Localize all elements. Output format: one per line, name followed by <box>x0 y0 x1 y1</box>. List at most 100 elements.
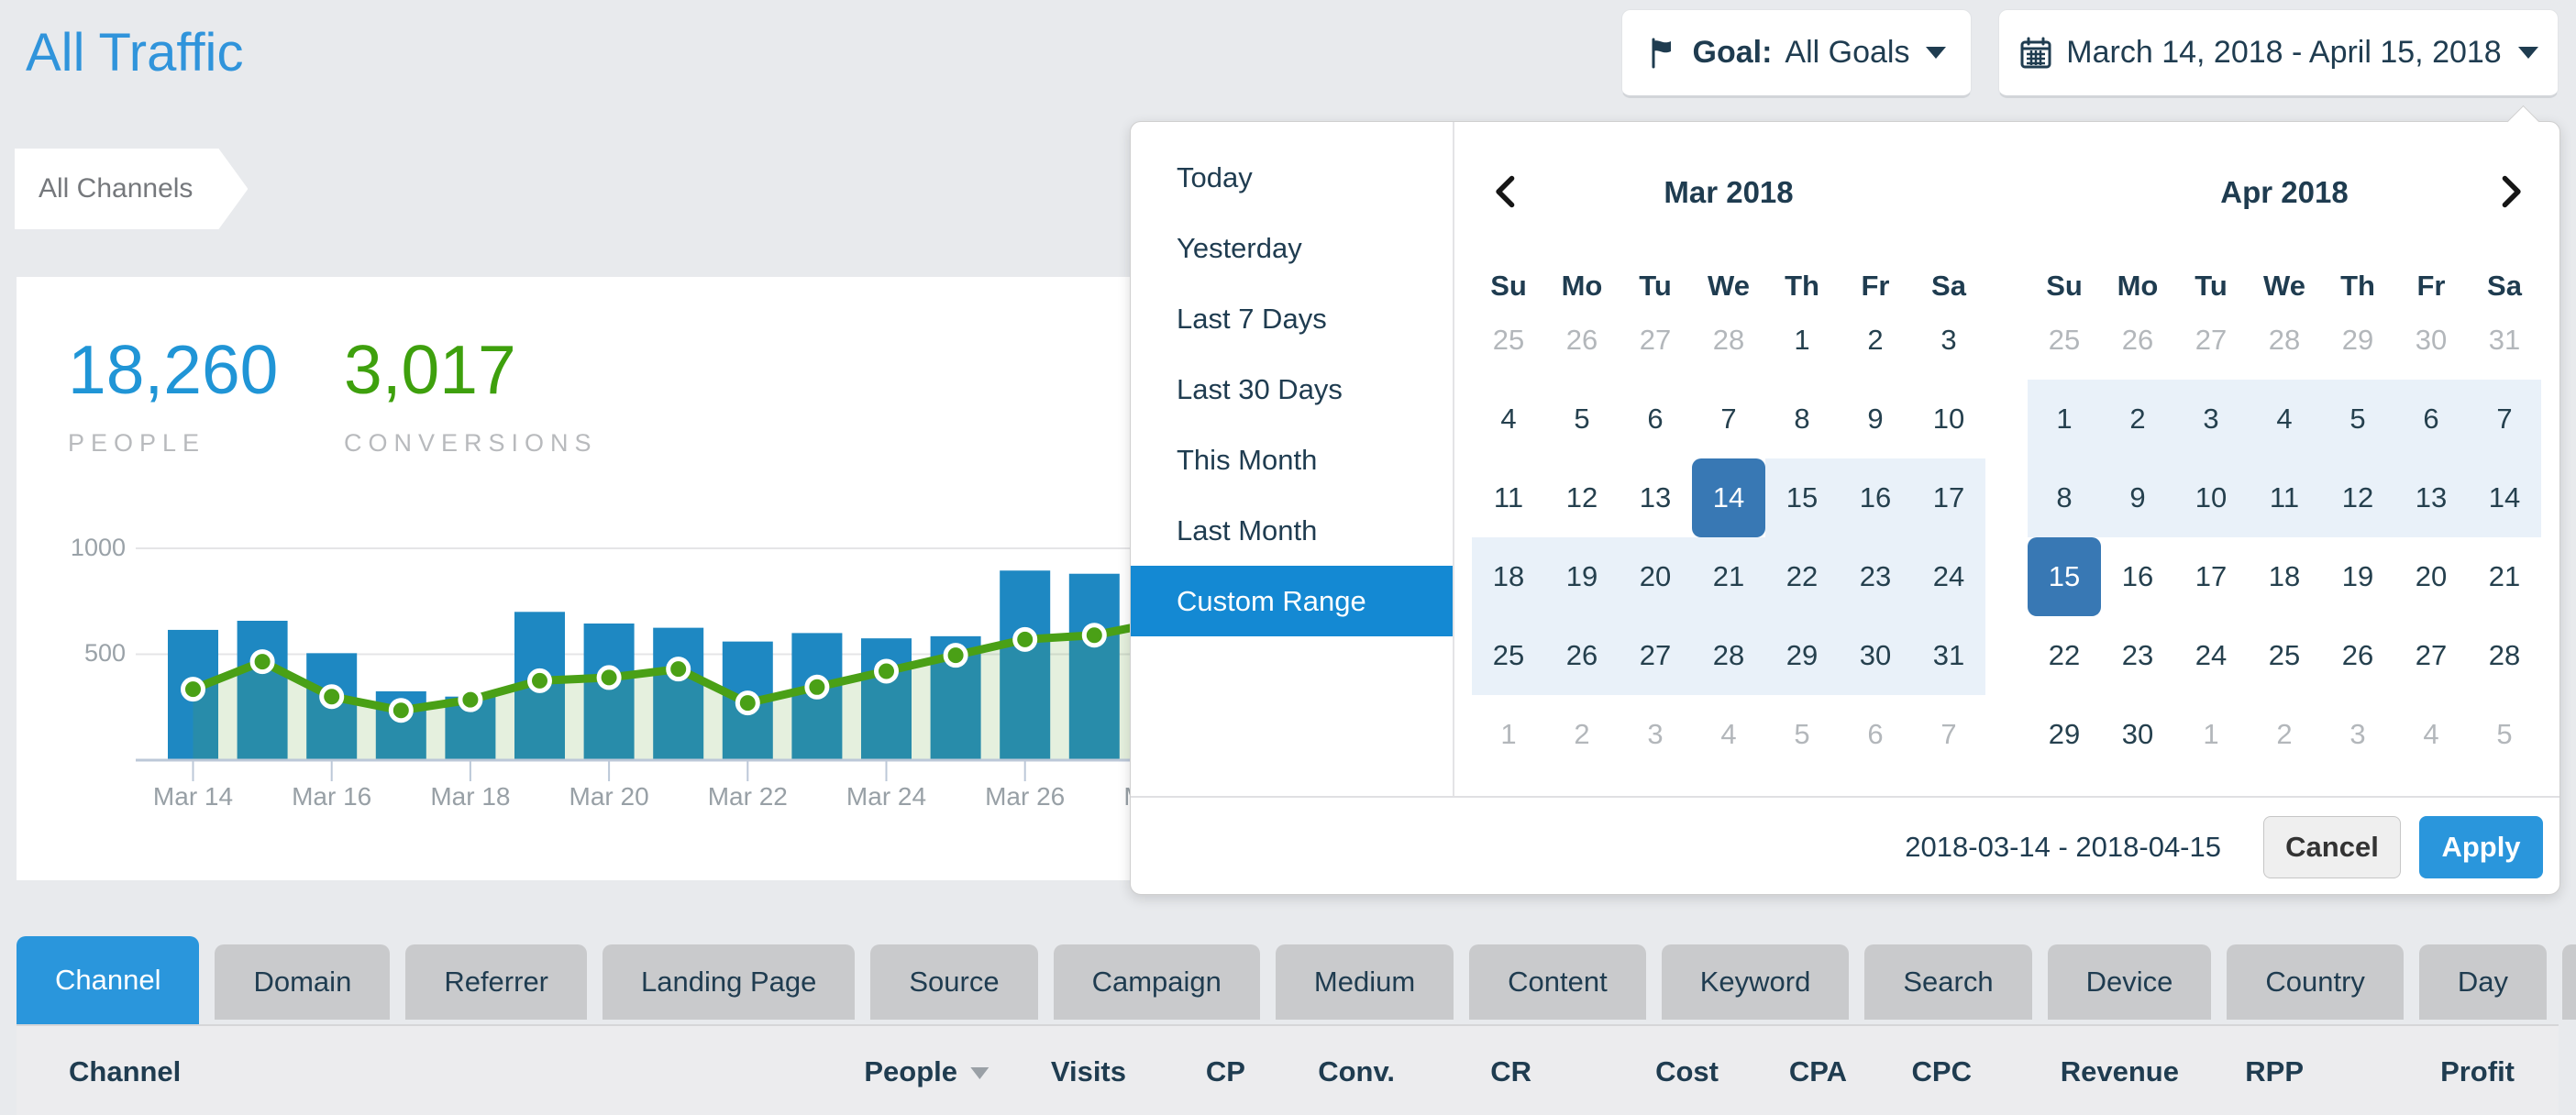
day-cell-selected[interactable]: 14 <box>1692 458 1765 537</box>
tab-content[interactable]: Content <box>1469 944 1646 1020</box>
day-cell[interactable]: 28 <box>2268 324 2301 356</box>
day-cell[interactable]: 28 <box>1712 324 1745 356</box>
day-cell[interactable]: 13 <box>1639 481 1672 513</box>
day-cell[interactable]: 24 <box>2195 639 2228 671</box>
day-cell[interactable]: 15 <box>1765 458 1839 537</box>
day-cell[interactable]: 16 <box>1839 458 1912 537</box>
column-header-cpa[interactable]: CPA <box>1788 1055 1847 1087</box>
tab-source[interactable]: Source <box>870 944 1038 1020</box>
day-cell[interactable]: 4 <box>2248 380 2321 458</box>
day-cell[interactable]: 8 <box>2028 458 2101 537</box>
day-cell[interactable]: 24 <box>1912 537 1985 616</box>
day-cell[interactable]: 3 <box>2174 380 2248 458</box>
day-cell[interactable]: 1 <box>2203 718 2219 750</box>
day-cell[interactable]: 12 <box>2321 458 2394 537</box>
day-cell[interactable]: 28 <box>2488 639 2521 671</box>
day-cell[interactable]: 7 <box>1720 403 1737 435</box>
day-cell[interactable]: 22 <box>1765 537 1839 616</box>
day-cell[interactable]: 27 <box>1619 616 1692 695</box>
day-cell[interactable]: 2 <box>2101 380 2174 458</box>
day-cell[interactable]: 10 <box>2174 458 2248 537</box>
day-cell[interactable]: 1 <box>1500 718 1517 750</box>
day-cell[interactable]: 2 <box>1867 324 1884 356</box>
tab-medium[interactable]: Medium <box>1275 944 1454 1020</box>
day-cell[interactable]: 26 <box>1545 616 1619 695</box>
goal-dropdown-button[interactable]: Goal: All Goals <box>1621 9 1972 98</box>
day-cell[interactable]: 4 <box>1500 403 1517 435</box>
tab-keyword[interactable]: Keyword <box>1661 944 1850 1020</box>
preset-last-7-days[interactable]: Last 7 Days <box>1177 303 1327 335</box>
day-cell[interactable]: 31 <box>2488 324 2521 356</box>
day-cell[interactable]: 25 <box>2048 324 2081 356</box>
column-header-cp[interactable]: CP <box>1205 1055 1245 1087</box>
day-cell[interactable]: 10 <box>1932 403 1965 435</box>
date-range-button[interactable]: March 14, 2018 - April 15, 2018 <box>1998 9 2559 98</box>
day-cell[interactable]: 21 <box>2488 560 2521 592</box>
day-cell[interactable]: 26 <box>1565 324 1598 356</box>
breadcrumb-all-channels[interactable]: All Channels <box>15 149 248 229</box>
day-cell[interactable]: 25 <box>1492 324 1525 356</box>
day-cell[interactable]: 20 <box>1619 537 1692 616</box>
day-cell[interactable]: 6 <box>1867 718 1884 750</box>
preset-last-month[interactable]: Last Month <box>1177 514 1318 546</box>
apply-button[interactable]: Apply <box>2419 816 2543 878</box>
day-cell[interactable]: 22 <box>2048 639 2081 671</box>
tab-hour[interactable]: Hour <box>2562 944 2576 1020</box>
day-cell[interactable]: 25 <box>1472 616 1545 695</box>
column-header-cpc[interactable]: CPC <box>1911 1055 1972 1087</box>
column-header-channel[interactable]: Channel <box>69 1055 182 1087</box>
day-cell[interactable]: 6 <box>2394 380 2468 458</box>
day-cell[interactable]: 13 <box>2394 458 2468 537</box>
day-cell[interactable]: 19 <box>1545 537 1619 616</box>
day-cell[interactable]: 2 <box>1574 718 1590 750</box>
day-cell[interactable]: 23 <box>1839 537 1912 616</box>
day-cell[interactable]: 2 <box>2276 718 2293 750</box>
day-cell[interactable]: 30 <box>1839 616 1912 695</box>
day-cell[interactable]: 19 <box>2341 560 2374 592</box>
tab-search[interactable]: Search <box>1864 944 2032 1020</box>
tab-referrer[interactable]: Referrer <box>405 944 588 1020</box>
column-header-people[interactable]: People <box>864 1052 989 1092</box>
day-cell[interactable]: 18 <box>2268 560 2301 592</box>
day-cell[interactable]: 26 <box>2121 324 2154 356</box>
tab-country[interactable]: Country <box>2227 944 2404 1020</box>
day-cell[interactable]: 5 <box>1574 403 1590 435</box>
day-cell[interactable]: 3 <box>1647 718 1664 750</box>
day-cell[interactable]: 5 <box>2321 380 2394 458</box>
day-cell[interactable]: 4 <box>2423 718 2439 750</box>
tab-landing-page[interactable]: Landing Page <box>603 944 856 1020</box>
day-cell[interactable]: 4 <box>1720 718 1737 750</box>
day-cell[interactable]: 5 <box>2496 718 2513 750</box>
day-cell[interactable]: 5 <box>1794 718 1810 750</box>
day-cell[interactable]: 11 <box>2248 458 2321 537</box>
day-cell-selected[interactable]: 15 <box>2028 537 2101 616</box>
day-cell[interactable]: 11 <box>1493 481 1524 513</box>
preset-this-month[interactable]: This Month <box>1177 444 1318 476</box>
column-header-cost[interactable]: Cost <box>1655 1055 1719 1087</box>
day-cell[interactable]: 29 <box>2341 324 2374 356</box>
day-cell[interactable]: 29 <box>2048 718 2081 750</box>
day-cell[interactable]: 18 <box>1472 537 1545 616</box>
day-cell[interactable]: 9 <box>1867 403 1884 435</box>
column-header-cr[interactable]: CR <box>1490 1055 1531 1087</box>
preset-last-30-days[interactable]: Last 30 Days <box>1177 373 1343 405</box>
day-cell[interactable]: 12 <box>1565 481 1598 513</box>
tab-day[interactable]: Day <box>2418 944 2548 1020</box>
column-header-revenue[interactable]: Revenue <box>2060 1055 2179 1087</box>
day-cell[interactable]: 28 <box>1692 616 1765 695</box>
day-cell[interactable]: 30 <box>2415 324 2448 356</box>
day-cell[interactable]: 7 <box>1940 718 1957 750</box>
next-month-icon[interactable] <box>2492 173 2528 210</box>
day-cell[interactable]: 9 <box>2101 458 2174 537</box>
column-header-conv[interactable]: Conv. <box>1318 1055 1395 1087</box>
day-cell[interactable]: 30 <box>2121 718 2154 750</box>
day-cell[interactable]: 31 <box>1912 616 1985 695</box>
preset-custom-range[interactable]: Custom Range <box>1131 566 1453 636</box>
day-cell[interactable]: 23 <box>2121 639 2154 671</box>
day-cell[interactable]: 25 <box>2268 639 2301 671</box>
day-cell[interactable]: 3 <box>2349 718 2366 750</box>
day-cell[interactable]: 26 <box>2341 639 2374 671</box>
day-cell[interactable]: 27 <box>2415 639 2448 671</box>
day-cell[interactable]: 1 <box>2028 380 2101 458</box>
day-cell[interactable]: 16 <box>2121 560 2154 592</box>
